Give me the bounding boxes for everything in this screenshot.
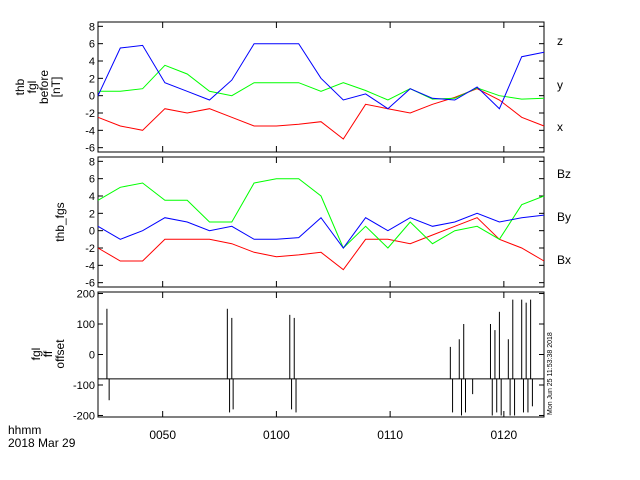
panel-2-ytick-label: 4 — [89, 191, 95, 203]
panel-3-ytick-label: 200 — [77, 289, 95, 301]
series-line-bz — [97, 217, 545, 271]
panel-1-ytick-label: -4 — [85, 125, 95, 137]
panel-2-frame — [97, 156, 545, 288]
panel-2-ytick-label: 6 — [89, 174, 95, 186]
legend-bx: Bx — [557, 253, 571, 267]
panel-2-ytick-label: 8 — [89, 156, 95, 168]
legend-x: x — [557, 120, 563, 134]
panel-1-ytick-label: 8 — [89, 21, 95, 33]
panel-2-ytick-label: -4 — [85, 260, 95, 272]
panel-2-ytick-label: 0 — [89, 226, 95, 238]
panel-1-ytick-label: 0 — [89, 91, 95, 103]
panel-1-ylabel-line-1: thb — [13, 78, 27, 95]
panel-1-ytick-label: 6 — [89, 39, 95, 51]
legend-by: By — [557, 210, 571, 224]
legend-bz: Bz — [557, 167, 571, 181]
x-tick-label: 0120 — [491, 428, 518, 442]
panel-3-frame — [97, 291, 545, 418]
chart-marks: -6-4-202468-6-4-202468-200-1000100200005… — [73, 21, 545, 442]
panel-1-ytick-label: 4 — [89, 56, 95, 68]
series-line-bx — [97, 212, 545, 249]
x-axis-label-line-1: hhmm — [8, 423, 41, 437]
legend-y: y — [557, 78, 563, 92]
series-line-z — [97, 88, 545, 140]
x-tick-label: 0050 — [149, 428, 176, 442]
panel-3-ytick-label: 100 — [77, 319, 95, 331]
panel-3-ylabel-line-3: offset — [53, 339, 67, 369]
panel-1-ylabel-line-4: [nT] — [49, 77, 63, 98]
timestamp-stamp: Mon Jun 25 11:53:38 2018 — [547, 332, 554, 415]
panel-3-ylabel-line-1: fgl — [29, 348, 43, 361]
panel-2-ylabel: thb_fgs — [53, 202, 67, 241]
x-axis-label-line-2: 2018 Mar 29 — [8, 436, 76, 450]
panel-1-ytick-label: 2 — [89, 73, 95, 85]
panel-3-ytick-label: 0 — [89, 350, 95, 362]
panel-1-frame — [97, 21, 545, 153]
legend-z: z — [557, 34, 563, 48]
panel-1-ylabel-line-3: before — [37, 70, 51, 104]
x-tick-label: 0110 — [377, 428, 403, 442]
series-line-x — [97, 43, 545, 110]
panel-3-ytick-label: -200 — [73, 410, 95, 422]
panel-2-ytick-label: 2 — [89, 208, 95, 220]
panel-1-ylabel-line-2: fgl — [25, 81, 39, 94]
panel-3-ytick-label: -100 — [73, 380, 95, 392]
panel-1-ytick-label: -6 — [85, 143, 95, 155]
panel-3-ylabel-line-2: ff — [41, 350, 55, 357]
x-tick-label: 0100 — [263, 428, 290, 442]
series-line-by — [97, 178, 545, 249]
panel-2-ytick-label: -6 — [85, 278, 95, 290]
panel-1-ytick-label: -2 — [85, 108, 95, 120]
panel-2-ytick-label: -2 — [85, 243, 95, 255]
